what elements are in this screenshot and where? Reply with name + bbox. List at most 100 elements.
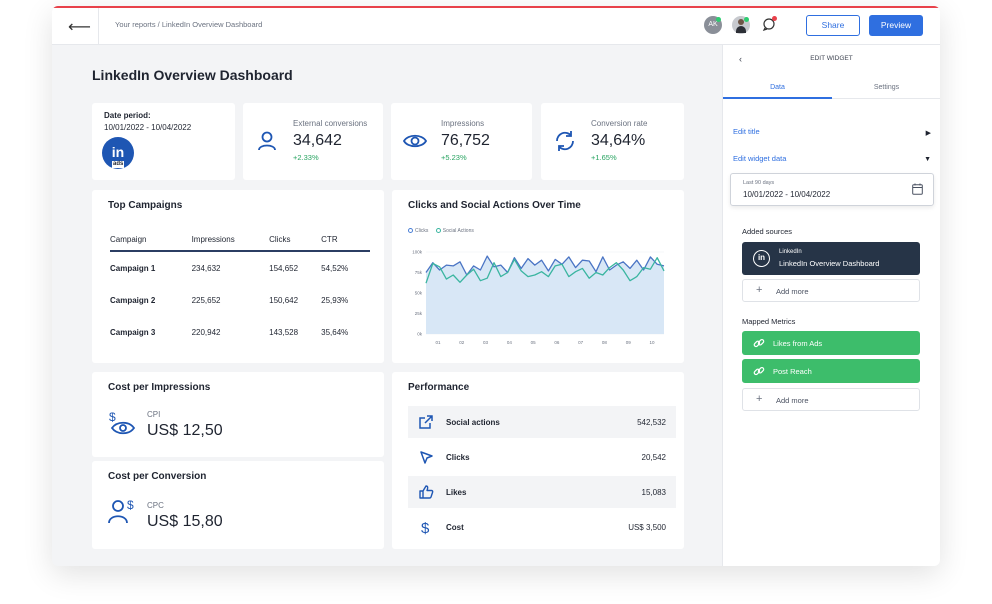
edit-title-label: Edit title (733, 127, 760, 136)
plus-icon: + (756, 393, 763, 405)
cpc-value: US$ 15,80 (147, 513, 223, 530)
y-tick-label: 0k (417, 332, 423, 337)
table-cell: 234,632 (191, 264, 221, 273)
user-icon (258, 131, 276, 151)
table-cell: Campaign 3 (110, 328, 156, 337)
thumbs-up-icon (419, 485, 434, 499)
x-tick-label: 07 (578, 340, 584, 345)
top-campaigns-card[interactable]: Top Campaigns Campaign Impressions Click… (92, 190, 384, 363)
metric-likes-from-ads[interactable]: Likes from Ads (742, 331, 920, 355)
date-range-picker[interactable]: Last 90 days 10/01/2022 - 10/04/2022 (730, 173, 934, 206)
add-more-label: Add more (776, 287, 809, 296)
x-tick-label: 04 (507, 340, 513, 345)
performance-value: 542,532 (637, 418, 666, 427)
svg-text:$: $ (421, 520, 430, 535)
date-range-caption: Last 90 days (743, 180, 775, 186)
edit-widget-data-label: Edit widget data (733, 154, 787, 163)
eye-icon (403, 134, 427, 148)
performance-label: Likes (446, 488, 467, 497)
linkedin-ads-logo: in ads (102, 137, 134, 169)
legend-entry: Social Actions (442, 228, 474, 234)
chart-title: Clicks and Social Actions Over Time (408, 200, 581, 211)
column-header[interactable]: Campaign (110, 232, 192, 252)
calendar-icon (912, 183, 923, 195)
table-cell: 225,652 (191, 296, 221, 305)
kpi-delta: +1.65% (591, 153, 617, 162)
add-more-sources-button[interactable]: + Add more (742, 279, 920, 302)
table-cell: 25,93% (321, 296, 349, 305)
dollar-eye-icon: $ (109, 410, 136, 435)
card-title: Performance (408, 382, 470, 393)
share-button[interactable]: Share (806, 15, 860, 36)
date-range-value: 10/01/2022 - 10/04/2022 (743, 190, 831, 199)
performance-label: Social actions (446, 418, 500, 427)
area-chart[interactable]: 100k 75k 50k 25k 0k 01 02 03 04 05 06 07 08 09 10 (404, 244, 676, 356)
table-cell: Campaign 2 (110, 296, 156, 305)
column-header[interactable]: Impressions (191, 232, 270, 252)
kpi-card-impressions[interactable]: Impressions 76,752 +5.23% (391, 103, 532, 180)
column-header[interactable]: Clicks (269, 232, 322, 252)
metric-label: Post Reach (773, 367, 812, 376)
x-tick-label: 01 (435, 340, 441, 345)
card-title: Top Campaigns (108, 200, 183, 211)
x-tick-label: 10 (649, 340, 655, 345)
card-title: Cost per Impressions (108, 382, 211, 393)
plus-icon: + (756, 284, 763, 296)
column-header[interactable]: CTR (321, 232, 370, 252)
table-cell: Campaign 1 (110, 264, 156, 273)
breadcrumb[interactable]: Your reports / LinkedIn Overview Dashboa… (115, 20, 263, 29)
date-period-value: 10/01/2022 - 10/04/2022 (104, 123, 192, 132)
table-row[interactable]: Campaign 2 225,652 150,642 25,93% (110, 284, 370, 316)
page-title: LinkedIn Overview Dashboard (92, 67, 293, 83)
y-tick-label: 50k (415, 291, 423, 296)
cpi-label: CPI (147, 410, 161, 419)
kpi-delta: +2.33% (293, 153, 319, 162)
cost-per-impressions-card[interactable]: Cost per Impressions $ CPI US$ 12,50 (92, 372, 384, 457)
chat-icon[interactable] (762, 17, 776, 31)
kpi-delta: +5.23% (441, 153, 467, 162)
linkedin-source-card[interactable]: in LinkedIn LinkedIn Overview Dashboard (742, 242, 920, 275)
edit-title-row[interactable]: Edit title ▶ (733, 127, 931, 147)
performance-row-cost[interactable]: $ Cost US$ 3,500 (408, 511, 676, 543)
mapped-metrics-heading: Mapped Metrics (742, 317, 796, 326)
kpi-card-external-conversions[interactable]: External conversions 34,642 +2.33% (243, 103, 383, 180)
add-more-metrics-button[interactable]: + Add more (742, 388, 920, 411)
performance-row-likes[interactable]: Likes 15,083 (408, 476, 676, 508)
back-arrow-icon[interactable]: ⟵ (68, 19, 91, 36)
tab-data[interactable]: Data (723, 81, 832, 99)
top-bar: ⟵ Your reports / LinkedIn Overview Dashb… (52, 8, 940, 45)
metric-post-reach[interactable]: Post Reach (742, 359, 920, 383)
source-name: LinkedIn Overview Dashboard (779, 259, 880, 268)
caret-right-icon: ▶ (925, 130, 931, 137)
performance-card[interactable]: Performance Social actions 542,532 Click… (392, 372, 684, 549)
cost-per-conversion-card[interactable]: Cost per Conversion $ CPC US$ 15,80 (92, 461, 384, 549)
table-row[interactable]: Campaign 3 220,942 143,528 35,64% (110, 316, 370, 348)
kpi-label: Conversion rate (591, 119, 648, 128)
panel-tabs: Data Settings (723, 81, 940, 99)
x-tick-label: 03 (483, 340, 489, 345)
added-sources-heading: Added sources (742, 227, 793, 236)
kpi-value: 34,64% (591, 132, 646, 149)
external-link-icon (419, 415, 433, 429)
kpi-card-conversion-rate[interactable]: Conversion rate 34,64% +1.65% (541, 103, 684, 180)
tab-settings[interactable]: Settings (873, 84, 900, 91)
y-tick-label: 75k (415, 270, 423, 275)
chevron-left-icon[interactable]: ‹ (739, 54, 742, 64)
x-tick-label: 05 (531, 340, 537, 345)
online-status-dot (716, 17, 721, 22)
clicks-social-chart-card[interactable]: Clicks and Social Actions Over Time Clic… (392, 190, 684, 363)
edit-widget-data-row[interactable]: Edit widget data ▼ (733, 154, 931, 174)
performance-row-social-actions[interactable]: Social actions 542,532 (408, 406, 676, 438)
table-cell: 220,942 (191, 328, 221, 337)
campaigns-table: Campaign Impressions Clicks CTR Campaign… (110, 232, 370, 348)
table-cell: 54,52% (321, 264, 349, 273)
performance-row-clicks[interactable]: Clicks 20,542 (408, 441, 676, 473)
edit-widget-panel: ‹ EDIT WIDGET Data Settings Edit title ▶… (722, 45, 940, 566)
preview-button[interactable]: Preview (869, 15, 923, 36)
refresh-icon (556, 131, 574, 151)
date-period-card[interactable]: Date period: 10/01/2022 - 10/04/2022 in a… (92, 103, 235, 180)
notification-dot (772, 16, 777, 21)
x-tick-label: 08 (602, 340, 608, 345)
table-row[interactable]: Campaign 1 234,632 154,652 54,52% (110, 251, 370, 284)
kpi-value: 34,642 (293, 132, 342, 149)
